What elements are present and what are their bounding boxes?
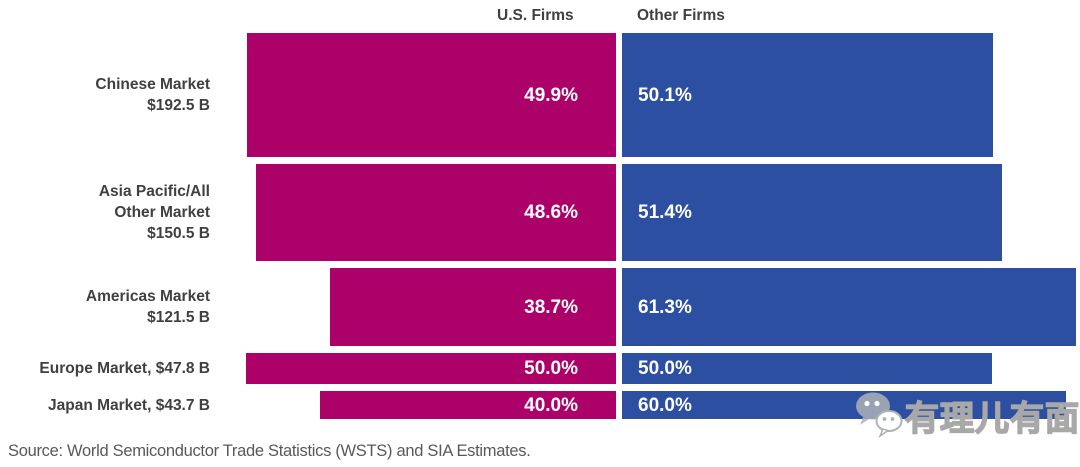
- category-label-line: Chinese Market: [95, 76, 210, 93]
- category-label: Japan Market, $43.7 B: [0, 391, 210, 419]
- category-label-line: Europe Market, $47.8 B: [39, 360, 210, 377]
- us-firms-value: 48.6%: [524, 202, 578, 223]
- us-firms-value: 50.0%: [524, 358, 578, 379]
- category-label: Asia Pacific/All Other Market $150.5 B: [0, 164, 210, 261]
- watermark-text: 有理儿有面: [904, 399, 1080, 439]
- series-header-us-firms: U.S. Firms: [497, 7, 574, 24]
- other-firms-bar: 61.3%: [622, 268, 1076, 346]
- us-firms-bar: 48.6%: [256, 164, 616, 261]
- other-firms-bar: 51.4%: [622, 164, 1002, 261]
- us-firms-value: 38.7%: [524, 296, 578, 318]
- wechat-icon: [856, 392, 903, 439]
- us-firms-bar: 50.0%: [246, 353, 616, 384]
- category-label-line: Americas Market: [85, 288, 210, 305]
- series-header-other-firms: Other Firms: [637, 7, 725, 24]
- other-firms-value: 50.1%: [638, 84, 692, 106]
- other-firms-value: 51.4%: [638, 202, 692, 223]
- category-label: Chinese Market $192.5 B: [0, 33, 210, 157]
- category-label-line: $150.5 B: [147, 225, 210, 242]
- category-label: Europe Market, $47.8 B: [0, 353, 210, 384]
- category-label-line: $192.5 B: [147, 97, 210, 114]
- category-label: Americas Market $121.5 B: [0, 268, 210, 346]
- watermark: 有理儿有面: [853, 390, 1080, 440]
- us-firms-bar: 38.7%: [330, 268, 616, 346]
- other-firms-value: 60.0%: [638, 394, 692, 416]
- us-firms-bar: 49.9%: [247, 33, 616, 157]
- category-label-line: $121.5 B: [147, 309, 210, 326]
- other-firms-value: 61.3%: [638, 296, 692, 318]
- other-firms-bar: 50.0%: [622, 353, 992, 384]
- us-firms-bar: 40.0%: [320, 391, 616, 419]
- category-label-line: Japan Market, $43.7 B: [48, 396, 210, 414]
- source-citation: Source: World Semiconductor Trade Statis…: [8, 442, 531, 460]
- other-firms-value: 50.0%: [638, 358, 692, 379]
- us-firms-value: 49.9%: [524, 84, 578, 106]
- other-firms-bar: 50.1%: [622, 33, 993, 157]
- category-label-line: Asia Pacific/All: [98, 183, 210, 200]
- category-label-line: Other Market: [114, 204, 210, 221]
- us-firms-value: 40.0%: [524, 394, 578, 416]
- other-firms-bar: 60.0%: [622, 391, 1066, 419]
